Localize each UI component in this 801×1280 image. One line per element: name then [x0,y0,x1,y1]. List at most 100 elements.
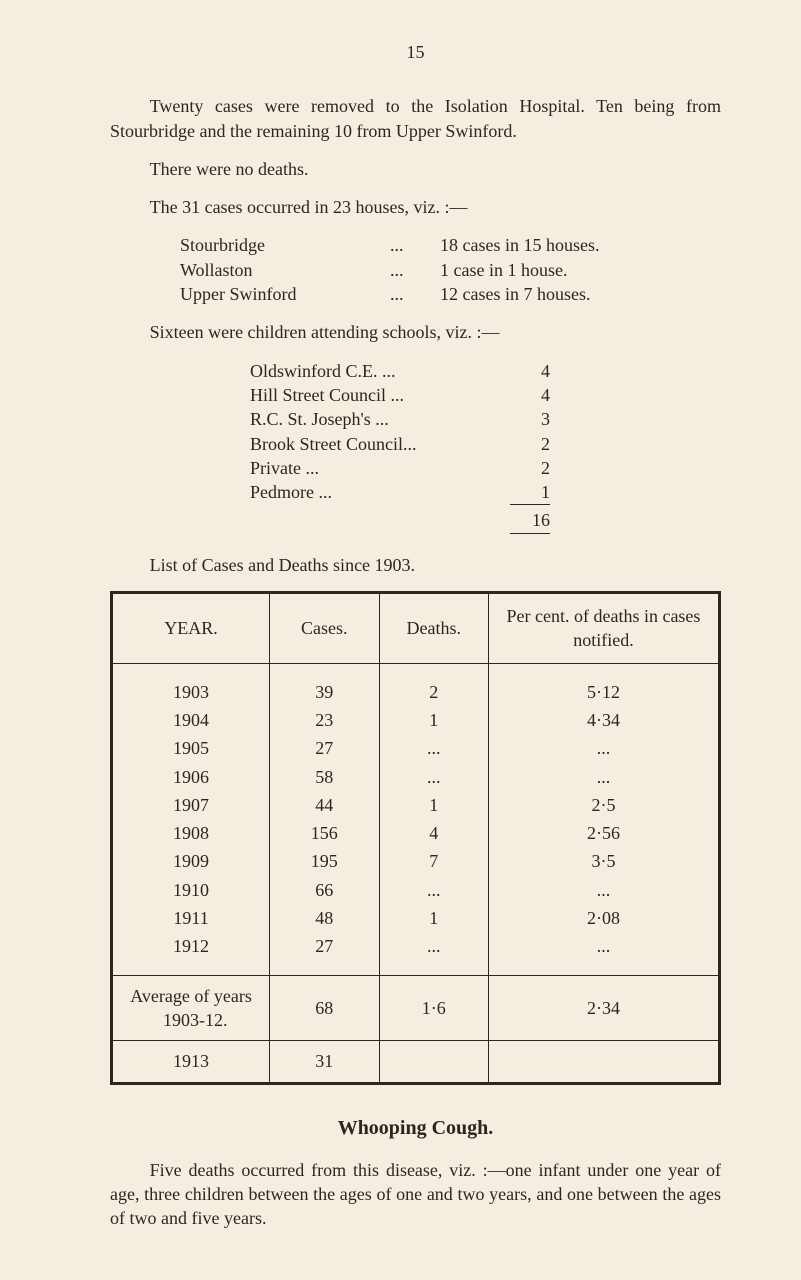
table-row: 19114812·08 [112,904,720,932]
table-cell: 7 [379,847,488,875]
table-cell: 1909 [112,847,270,875]
table-cell: 44 [270,791,379,819]
school-label: Oldswinford C.E. ... [110,359,510,383]
table-cell: 27 [270,932,379,960]
school-value: 4 [510,383,550,407]
table-header-row: YEAR. Cases. Deaths. Per cent. of deaths… [112,593,720,664]
list-item: R.C. St. Joseph's ... 3 [110,407,721,431]
table-cell: 4·34 [488,706,719,734]
table-cell: 23 [270,706,379,734]
school-total-value: 16 [510,508,550,532]
table-cell: Average of years 1903-12. [112,975,270,1041]
table-cell: 1908 [112,819,270,847]
table-cell: 68 [270,975,379,1041]
table-header: Cases. [270,593,379,664]
house-value: 12 cases in 7 houses. [440,282,721,306]
school-value: 3 [510,407,550,431]
paragraph-intro: Twenty cases were removed to the Isolati… [110,94,721,143]
table-cell: ... [379,734,488,762]
table-cell: 1905 [112,734,270,762]
table-row: 191227...... [112,932,720,960]
dots-icon: ... [390,282,440,306]
school-label: R.C. St. Joseph's ... [110,407,510,431]
table-cell: ... [379,876,488,904]
school-list: Oldswinford C.E. ... 4 Hill Street Counc… [110,359,721,537]
table-cell [379,1041,488,1083]
table-cell: ... [379,932,488,960]
school-label: Pedmore ... [110,480,510,504]
table-cell: 48 [270,904,379,932]
table-cell: 1912 [112,932,270,960]
table-cell: 1 [379,706,488,734]
table-header: Per cent. of deaths in cases notified. [488,593,719,664]
table-cell: 1906 [112,763,270,791]
list-item: Hill Street Council ... 4 [110,383,721,407]
school-label: Hill Street Council ... [110,383,510,407]
table-cell: ... [488,734,719,762]
school-total: 16 [110,508,721,532]
school-label: Brook Street Council... [110,432,510,456]
table-cell: 2·08 [488,904,719,932]
house-label: Upper Swinford [110,282,390,306]
table-cell: 27 [270,734,379,762]
table-cell: 4 [379,819,488,847]
table-row: 190919573·5 [112,847,720,875]
paragraph-no-deaths: There were no deaths. [110,157,721,181]
school-label: Private ... [110,456,510,480]
table-cell: 58 [270,763,379,791]
table-cell: 195 [270,847,379,875]
school-value: 1 [510,480,550,504]
table-cell: 1913 [112,1041,270,1083]
table-cell: ... [379,763,488,791]
table-cell: 66 [270,876,379,904]
table-cell: 1904 [112,706,270,734]
table-cell: ... [488,932,719,960]
table-cell: 1 [379,904,488,932]
table-header: Deaths. [379,593,488,664]
spacer [110,508,510,532]
table-row: 190527...... [112,734,720,762]
table-average-row: Average of years 1903-12. 68 1·6 2·34 [112,975,720,1041]
list-item: Oldswinford C.E. ... 4 [110,359,721,383]
table-cell: 1907 [112,791,270,819]
table-row: 190658...... [112,763,720,791]
table-cell: 5·12 [488,678,719,706]
section-heading: Whooping Cough. [110,1115,721,1142]
table-cell: 156 [270,819,379,847]
house-value: 18 cases in 15 houses. [440,233,721,257]
paragraph-schools: Sixteen were children attending schools,… [110,320,721,344]
document-page: 15 Twenty cases were removed to the Isol… [0,0,801,1280]
avg-label-line2: 1903-12. [123,1008,259,1032]
house-list: Stourbridge ... 18 cases in 15 houses. W… [110,233,721,306]
table-cell: 3·5 [488,847,719,875]
paragraph-houses: The 31 cases occurred in 23 houses, viz.… [110,195,721,219]
table-cell: 2·5 [488,791,719,819]
table-cell: 2·56 [488,819,719,847]
table-row: 19074412·5 [112,791,720,819]
school-value: 4 [510,359,550,383]
table-cell: 39 [270,678,379,706]
table-header: YEAR. [112,593,270,664]
school-value: 2 [510,432,550,456]
table-cell [488,1041,719,1083]
table-cell: ... [488,763,719,791]
list-item: Wollaston ... 1 case in 1 house. [110,258,721,282]
paragraph-table-intro: List of Cases and Deaths since 1903. [110,553,721,577]
table-cell: 1 [379,791,488,819]
house-label: Stourbridge [110,233,390,257]
table-cell: ... [488,876,719,904]
list-item: Stourbridge ... 18 cases in 15 houses. [110,233,721,257]
dots-icon: ... [390,233,440,257]
table-cell: 1903 [112,678,270,706]
cases-deaths-table: YEAR. Cases. Deaths. Per cent. of deaths… [110,591,721,1084]
list-item: Brook Street Council... 2 [110,432,721,456]
list-item: Private ... 2 [110,456,721,480]
dots-icon: ... [390,258,440,282]
paragraph-whooping: Five deaths occurred from this disease, … [110,1158,721,1231]
avg-label-line1: Average of years [130,986,252,1006]
table-cell: 31 [270,1041,379,1083]
table-cell: 2 [379,678,488,706]
school-value: 2 [510,456,550,480]
divider [510,533,550,537]
table-cell: 2·34 [488,975,719,1041]
